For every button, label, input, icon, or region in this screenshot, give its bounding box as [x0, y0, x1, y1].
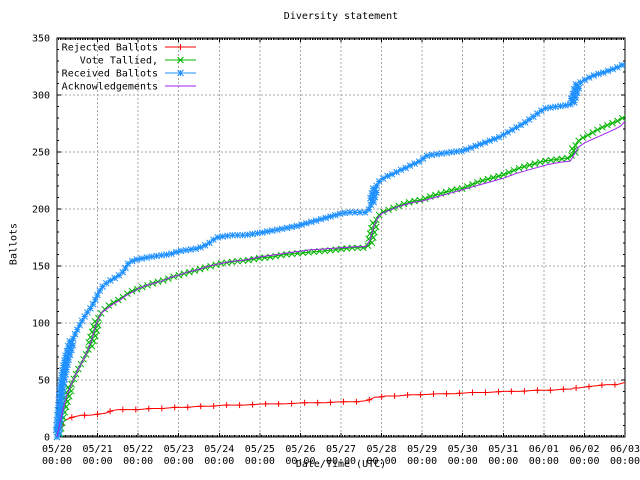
chart-title: Diversity statement: [283, 11, 399, 22]
x-tick-date: 05/30: [448, 444, 478, 455]
x-tick-date: 05/23: [164, 444, 194, 455]
y-tick-label: 200: [32, 205, 50, 216]
x-tick-date: 05/28: [367, 444, 397, 455]
x-tick-time: 00:00: [164, 456, 194, 467]
x-tick-date: 05/29: [407, 444, 437, 455]
y-tick-label: 50: [38, 376, 50, 387]
y-tick-label: 250: [32, 148, 50, 159]
x-tick-time: 00:00: [367, 456, 397, 467]
x-tick-date: 05/22: [123, 444, 153, 455]
x-tick-date: 05/26: [285, 444, 315, 455]
y-tick-label: 350: [32, 34, 50, 45]
legend-label-0: Rejected Ballots: [62, 43, 158, 54]
x-tick-date: 05/24: [204, 444, 234, 455]
x-tick-time: 00:00: [285, 456, 315, 467]
x-tick-date: 06/01: [529, 444, 559, 455]
x-tick-time: 00:00: [448, 456, 478, 467]
y-tick-label: 300: [32, 91, 50, 102]
x-tick-time: 00:00: [326, 456, 356, 467]
legend-label-1: Vote Tallied,: [80, 56, 158, 67]
x-tick-time: 00:00: [488, 456, 518, 467]
grid-lines: [57, 38, 625, 437]
x-tick-date: 06/02: [569, 444, 599, 455]
x-tick-date: 05/27: [326, 444, 356, 455]
x-tick-date: 05/21: [83, 444, 113, 455]
x-tick-time: 00:00: [42, 456, 72, 467]
legend-sample-marker-0: [177, 44, 184, 50]
series-markers-1: [53, 114, 626, 441]
legend-label-2: Received Ballots: [62, 69, 158, 80]
x-tick-date: 05/25: [245, 444, 275, 455]
tick-labels: 05/2000:0005/2100:0005/2200:0005/2300:00…: [32, 34, 640, 468]
x-tick-time: 00:00: [407, 456, 437, 467]
y-tick-label: 100: [32, 319, 50, 330]
x-tick-time: 00:00: [83, 456, 113, 467]
series-line-1: [56, 116, 626, 438]
axis-ticks: [56, 37, 626, 438]
legend-label-3: Acknowledgements: [62, 82, 158, 93]
x-tick-date: 06/03: [610, 444, 640, 455]
x-tick-time: 00:00: [204, 456, 234, 467]
x-tick-date: 05/20: [42, 444, 72, 455]
x-tick-time: 00:00: [569, 456, 599, 467]
plot-border: [56, 37, 626, 438]
x-tick-time: 00:00: [245, 456, 275, 467]
series-line-3: [56, 120, 626, 438]
x-tick-time: 00:00: [610, 456, 640, 467]
x-tick-time: 00:00: [529, 456, 559, 467]
x-tick-date: 05/31: [488, 444, 518, 455]
y-tick-label: 0: [44, 433, 50, 444]
x-tick-time: 00:00: [123, 456, 153, 467]
legend: Rejected Ballots Vote Tallied, Received Ba…: [62, 43, 196, 93]
x-axis-label: Date/Time (UTC): [295, 459, 387, 470]
y-tick-label: 150: [32, 262, 50, 273]
legend-sample-marker-1: [177, 56, 184, 64]
legend-sample-marker-2: [177, 69, 184, 77]
